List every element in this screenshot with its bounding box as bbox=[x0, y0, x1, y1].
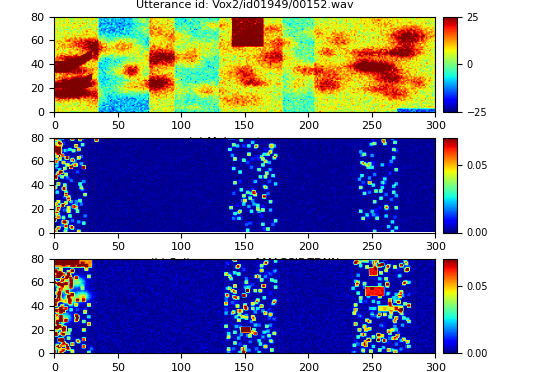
X-axis label: (a) Mel-spectrogram: (a) Mel-spectrogram bbox=[188, 137, 301, 147]
Title: Utterance id: Vox2/id01949/00152.wav: Utterance id: Vox2/id01949/00152.wav bbox=[136, 0, 354, 10]
X-axis label: (b) Saliency map of MACCIF-TDNN: (b) Saliency map of MACCIF-TDNN bbox=[150, 258, 339, 268]
